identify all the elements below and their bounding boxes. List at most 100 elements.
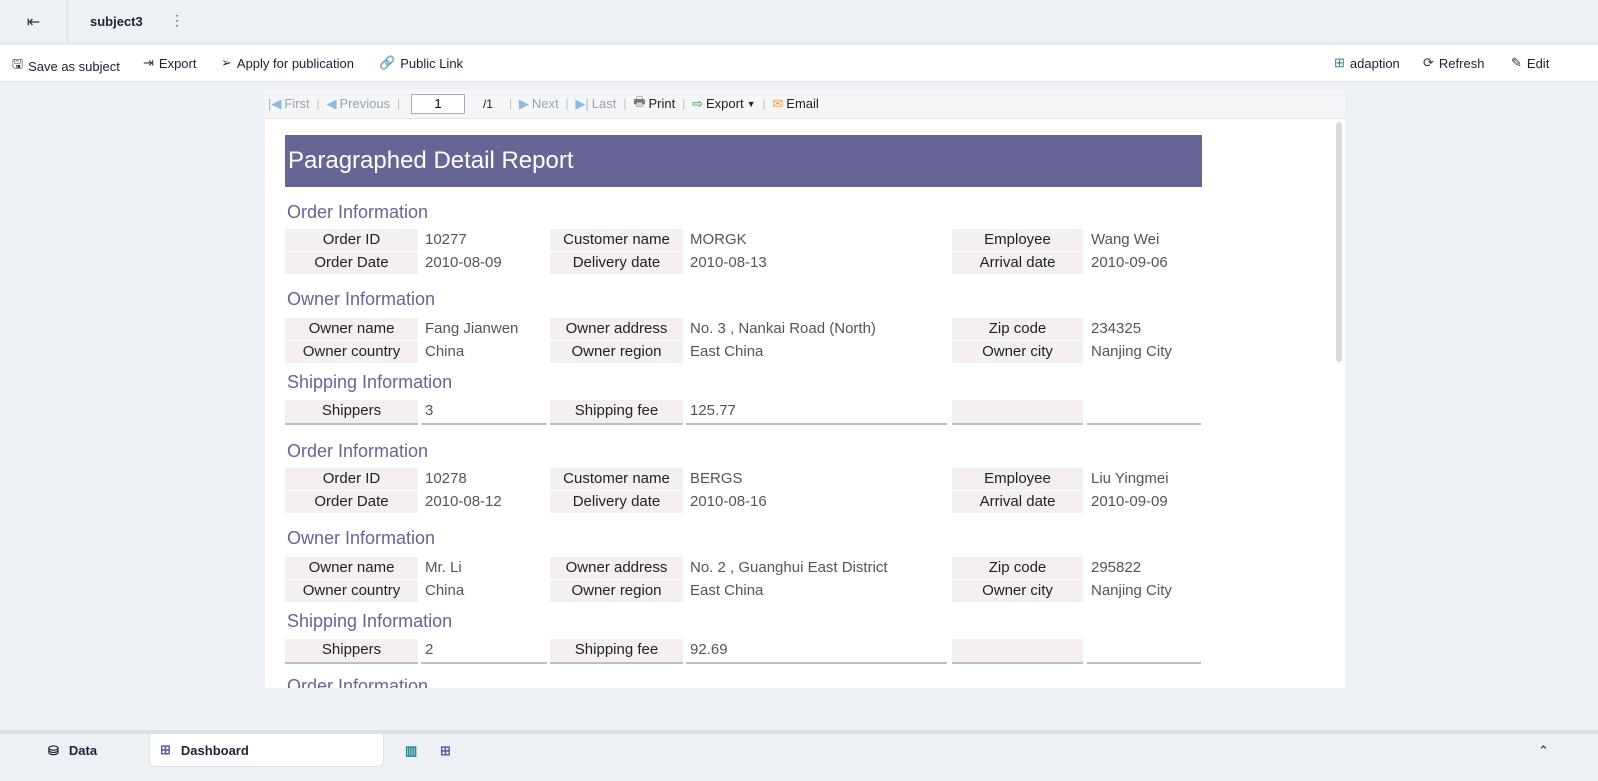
field-value: 125.77 bbox=[686, 400, 947, 425]
report-title: Paragraphed Detail Report bbox=[285, 135, 1202, 187]
apply-publication-button[interactable]: ➢ Apply for publication bbox=[221, 55, 354, 71]
detail-row: Shippers 2 Shipping fee 92.69 bbox=[285, 639, 1202, 664]
last-label: Last bbox=[591, 96, 617, 111]
field-value: 3 bbox=[421, 400, 547, 425]
tab-dashboard[interactable]: ⊞ Dashboard bbox=[149, 734, 384, 767]
email-button[interactable]: ✉ Email bbox=[772, 96, 818, 112]
field-value: Nanjing City bbox=[1091, 582, 1172, 599]
public-link-button[interactable]: 🔗 Public Link bbox=[379, 55, 463, 71]
order-record: Order Information Owner Information Shippi… bbox=[285, 441, 1202, 680]
next-page-button[interactable]: ▶ Next bbox=[519, 96, 559, 112]
field-value: Wang Wei bbox=[1091, 231, 1160, 248]
detail-row: Order ID 10278 Customer name BERGS Employee L… bbox=[285, 468, 1202, 490]
toolbar: 🖫 Save as subject ⇥ Export ➢ Apply for publ… bbox=[0, 45, 1598, 82]
field-label: Customer name bbox=[550, 468, 683, 490]
field-label: Shippers bbox=[285, 639, 418, 664]
field-value: 10277 bbox=[425, 231, 467, 248]
add-dashboard-icon[interactable]: ⊞ bbox=[440, 742, 451, 758]
field-label: Owner name bbox=[285, 557, 418, 579]
tab-data[interactable]: ⛁ Data bbox=[48, 734, 97, 767]
field-label: Owner city bbox=[952, 580, 1083, 602]
page-number-input[interactable] bbox=[410, 93, 465, 114]
field-value: 2010-08-16 bbox=[690, 493, 767, 510]
email-icon: ✉ bbox=[772, 95, 784, 111]
subject-title: subject3 bbox=[90, 14, 143, 29]
field-label bbox=[952, 639, 1083, 664]
field-label: Zip code bbox=[952, 318, 1083, 340]
field-value: 2010-08-12 bbox=[425, 493, 502, 510]
field-value: 295822 bbox=[1091, 559, 1142, 576]
owner-info-heading: Owner Information bbox=[287, 289, 436, 309]
field-value: Fang Jianwen bbox=[425, 320, 519, 337]
total-pages: /1 bbox=[482, 96, 493, 111]
field-value: No. 3 , Nankai Road (North) bbox=[690, 320, 876, 337]
detail-row: Order Date 2010-08-12 Delivery date 2010-08… bbox=[285, 491, 1202, 513]
refresh-label: Refresh bbox=[1438, 55, 1485, 71]
field-label: Owner country bbox=[285, 580, 418, 602]
bottom-bar: ⛁ Data ⊞ Dashboard ▥ ⊞ ⌃ bbox=[0, 730, 1598, 781]
field-label: Order ID bbox=[285, 229, 418, 251]
dashboard-icon: ⊞ bbox=[160, 742, 171, 757]
viewer-export-label: Export bbox=[706, 96, 744, 111]
edit-label: Edit bbox=[1526, 55, 1550, 71]
add-chart-icon[interactable]: ▥ bbox=[405, 742, 418, 758]
field-value: 10278 bbox=[425, 470, 467, 487]
printer-icon: 🖶 bbox=[633, 93, 646, 109]
apply-label: Apply for publication bbox=[236, 55, 354, 71]
print-button[interactable]: 🖶 Print bbox=[633, 93, 675, 115]
field-value bbox=[1087, 639, 1201, 664]
field-value: East China bbox=[690, 343, 764, 360]
field-label: Shippers bbox=[285, 400, 418, 425]
field-label: Customer name bbox=[550, 229, 683, 251]
first-icon: |◀ bbox=[268, 95, 282, 111]
last-icon: ▶| bbox=[575, 95, 589, 111]
field-value: 2010-09-06 bbox=[1091, 254, 1168, 271]
detail-row: Shippers 3 Shipping fee 125.77 bbox=[285, 400, 1202, 425]
data-label: Data bbox=[68, 743, 98, 758]
field-label bbox=[952, 400, 1083, 425]
detail-row: Owner name Fang Jianwen Owner address No. 3… bbox=[285, 318, 1202, 340]
link-icon: 🔗 bbox=[379, 55, 396, 70]
save-as-subject-button[interactable]: 🖫 Save as subject bbox=[12, 55, 120, 77]
edit-button[interactable]: ✎ Edit bbox=[1511, 55, 1549, 71]
field-label: Delivery date bbox=[550, 491, 683, 513]
field-value: No. 2 , Guanghui East District bbox=[690, 559, 888, 576]
field-value: 2010-08-13 bbox=[690, 254, 767, 271]
last-page-button[interactable]: ▶| Last bbox=[575, 96, 616, 112]
public-link-label: Public Link bbox=[400, 55, 464, 71]
previous-page-button[interactable]: ◀ Previous bbox=[327, 96, 391, 112]
exit-icon[interactable]: ⇤ bbox=[0, 0, 68, 44]
collapse-up-icon[interactable]: ⌃ bbox=[1538, 742, 1549, 758]
next-label: Next bbox=[531, 96, 559, 111]
field-label: Owner country bbox=[285, 341, 418, 363]
detail-row: Owner name Mr. Li Owner address No. 2 , Gua… bbox=[285, 557, 1202, 579]
print-label: Print bbox=[648, 96, 676, 111]
field-label: Owner region bbox=[550, 341, 683, 363]
field-label: Order Date bbox=[285, 491, 418, 513]
adaption-button[interactable]: ⊞ adaption bbox=[1334, 55, 1400, 71]
adaption-label: adaption bbox=[1349, 55, 1400, 71]
field-label: Arrival date bbox=[952, 491, 1083, 513]
next-icon: ▶ bbox=[518, 95, 529, 111]
field-label: Delivery date bbox=[550, 252, 683, 274]
vertical-scrollbar[interactable] bbox=[1336, 122, 1342, 362]
field-label: Employee bbox=[952, 468, 1083, 490]
adaption-icon: ⊞ bbox=[1334, 55, 1345, 70]
shipping-info-heading: Shipping Information bbox=[287, 611, 453, 631]
refresh-icon: ⟳ bbox=[1423, 55, 1434, 70]
viewer-export-button[interactable]: ⇨ Export ▼ bbox=[692, 96, 755, 112]
first-page-button[interactable]: |◀ First bbox=[268, 96, 310, 112]
detail-row: Owner country China Owner region East China… bbox=[285, 580, 1202, 602]
export-button[interactable]: ⇥ Export bbox=[143, 55, 196, 71]
field-value: East China bbox=[690, 582, 764, 599]
field-value: 2010-09-09 bbox=[1091, 493, 1168, 510]
field-label: Arrival date bbox=[952, 252, 1083, 274]
order-info-heading: Order Information bbox=[287, 202, 429, 222]
refresh-button[interactable]: ⟳ Refresh bbox=[1423, 55, 1484, 71]
detail-row: Order Date 2010-08-09 Delivery date 2010-08… bbox=[285, 252, 1202, 274]
shipping-info-heading: Shipping Information bbox=[287, 372, 453, 392]
field-label: Shipping fee bbox=[550, 639, 683, 664]
send-icon: ➢ bbox=[221, 55, 232, 70]
more-menu-icon[interactable]: ⋮ bbox=[170, 12, 184, 28]
report-viewer: |◀First| ◀Previous| /1| ▶Next| ▶|Last| 🖶… bbox=[265, 89, 1345, 688]
